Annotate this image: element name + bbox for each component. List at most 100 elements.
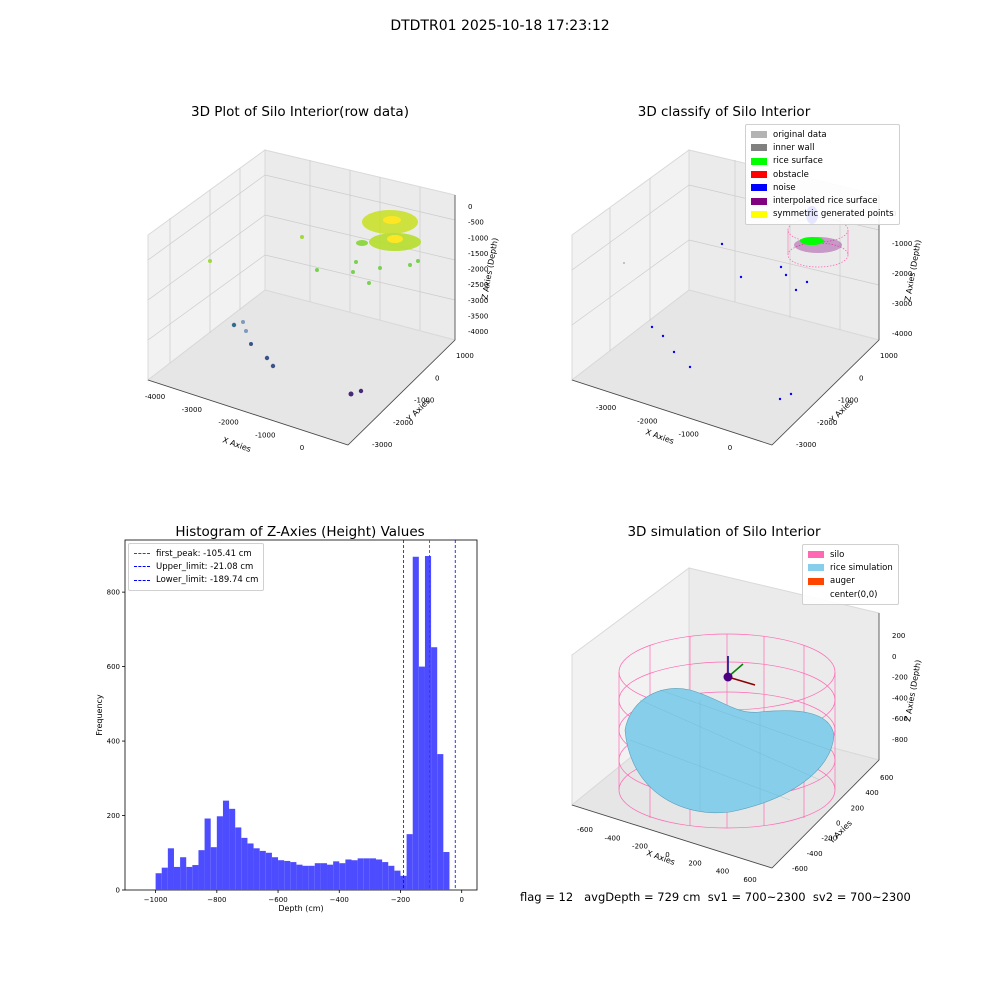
- p2-y-tick-label: -2000: [817, 419, 837, 427]
- legend-label: auger: [830, 576, 855, 587]
- x-tick-label: −400: [330, 896, 349, 904]
- panel1-3d-axes: -4000 -3000 -2000 -1000 0 -3000 -2000 -1000 0 10…: [145, 149, 500, 454]
- legend-swatch: [751, 171, 767, 179]
- p4-y-tick-label: 200: [851, 804, 864, 812]
- legend-entry: obstacle: [751, 168, 894, 181]
- p3-x-ticks: −1000 −800 −600 −400 −200 0: [144, 890, 464, 904]
- panel2-title: 3D classify of Silo Interior: [637, 104, 811, 120]
- legend-label: interpolated rice surface: [773, 196, 878, 207]
- legend-entry: noise: [751, 181, 894, 194]
- p3-ylabel: Frequency: [95, 694, 104, 736]
- p4-x-tick-label: 600: [743, 876, 756, 884]
- legend-swatch: [808, 591, 824, 598]
- legend-entry: symmetric generated points: [751, 208, 894, 221]
- p1-surface-cluster: [383, 216, 401, 224]
- p2-y-tick-label: -1000: [838, 397, 858, 405]
- p1-x-tick-label: 0: [300, 444, 304, 452]
- legend-swatch: [751, 184, 767, 192]
- histogram-bar: [345, 859, 352, 890]
- p2-x-tick-label: -3000: [596, 404, 616, 412]
- p4-rice-mesh: [629, 689, 831, 812]
- p1-y-tick-label: -3000: [372, 441, 392, 449]
- p1-z-tick-label: -2000: [468, 266, 488, 274]
- p4-x-tick-label: 400: [716, 868, 729, 876]
- histogram-bar: [351, 860, 358, 890]
- histogram-bar: [394, 870, 401, 890]
- p1-xlabel: X Axies: [221, 435, 252, 454]
- histogram-bar: [296, 864, 303, 890]
- p2-x-tick-label: -1000: [678, 431, 698, 439]
- legend-entry: Lower_limit: -189.74 cm: [134, 574, 258, 587]
- p2-legend: original data inner wall rice surface obsta…: [745, 124, 900, 226]
- histogram-bar: [333, 861, 340, 890]
- legend-swatch: [751, 144, 767, 152]
- legend-entry: auger: [808, 575, 893, 588]
- p4-z-ticks: 200 0 -200 -400 -600 -800: [892, 632, 908, 744]
- p1-z-tick-label: -2500: [468, 281, 488, 289]
- p1-z-tick-label: -3000: [468, 297, 488, 305]
- legend-entry: Upper_limit: -21.08 cm: [134, 560, 258, 573]
- p1-surface-cluster: [356, 240, 368, 246]
- legend-swatch: [134, 566, 150, 568]
- x-tick-label: −1000: [144, 896, 168, 904]
- legend-label: first_peak: -105.41 cm: [156, 548, 252, 559]
- p4-y-tick-label: -600: [792, 865, 808, 873]
- p1-y-tick-label: 1000: [456, 352, 474, 360]
- histogram-bar: [173, 866, 181, 890]
- histogram-bar: [180, 857, 187, 890]
- legend-entry: rice surface: [751, 155, 894, 168]
- x-tick-label: −800: [207, 896, 226, 904]
- histogram-bar: [327, 864, 334, 890]
- p4-x-ticks: -600 -400 -200 0 200 400 600: [577, 826, 757, 884]
- status-footer: flag = 12 avgDepth = 729 cm sv1 = 700~23…: [520, 890, 911, 904]
- p1-z-tick-label: -1000: [468, 234, 488, 242]
- legend-swatch: [808, 551, 824, 559]
- p4-x-tick-label: -400: [605, 834, 621, 842]
- legend-swatch: [134, 579, 150, 581]
- p1-z-ticks: 0 -500 -1000 -1500 -2000 -2500 -3000 -3500 -4000: [468, 203, 488, 336]
- histogram-bar: [339, 863, 346, 890]
- p4-z-tick-label: -400: [892, 694, 908, 702]
- histogram-bar: [369, 858, 376, 890]
- p4-rice-surface: [624, 688, 835, 814]
- p2-y-tick-label: 0: [859, 374, 863, 382]
- x-tick-label: 0: [459, 896, 463, 904]
- p2-rice-surface: [800, 237, 824, 245]
- legend-entry: first_peak: -105.41 cm: [134, 547, 258, 560]
- histogram-bar: [424, 556, 432, 890]
- p4-z-tick-label: 200: [892, 632, 905, 640]
- p4-z-tick-label: 0: [892, 653, 896, 661]
- histogram-bar: [241, 837, 248, 890]
- p4-y-tick-label: -200: [821, 835, 837, 843]
- p2-x-tick-label: -2000: [637, 417, 657, 425]
- legend-swatch: [751, 197, 767, 205]
- p1-surface-cluster: [387, 235, 403, 243]
- histogram-bar: [382, 862, 389, 890]
- histogram-bar: [284, 860, 291, 890]
- histogram-bar: [253, 848, 260, 890]
- histogram-bar: [192, 865, 199, 890]
- p1-z-tick-label: -4000: [468, 328, 488, 336]
- legend-label: inner wall: [773, 142, 815, 153]
- panel3-title: Histogram of Z-Axies (Height) Values: [175, 524, 425, 540]
- p1-z-tick-label: 0: [468, 203, 472, 211]
- p2-y-ticks: -3000 -2000 -1000 0 1000: [796, 352, 898, 449]
- p1-grid: [147, 160, 456, 363]
- legend-swatch: [751, 157, 767, 165]
- histogram-bar: [198, 850, 205, 890]
- histogram-bar: [290, 862, 297, 890]
- y-tick-label: 600: [107, 663, 120, 671]
- panel3-histogram: −1000 −800 −600 −400 −200 0 0 200 400 600 800 Dep…: [95, 539, 478, 913]
- histogram-bar: [229, 808, 236, 890]
- legend-entry: inner wall: [751, 141, 894, 154]
- y-tick-label: 0: [116, 887, 120, 895]
- histogram-bar: [308, 865, 315, 890]
- p1-z-tick-label: -1500: [468, 250, 488, 258]
- p1-y-tick-label: -1000: [414, 397, 434, 405]
- histogram-bar: [167, 848, 174, 890]
- histogram-bar: [357, 858, 364, 890]
- histogram-bar: [302, 865, 309, 890]
- legend-swatch: [134, 553, 150, 555]
- y-tick-label: 200: [107, 812, 120, 820]
